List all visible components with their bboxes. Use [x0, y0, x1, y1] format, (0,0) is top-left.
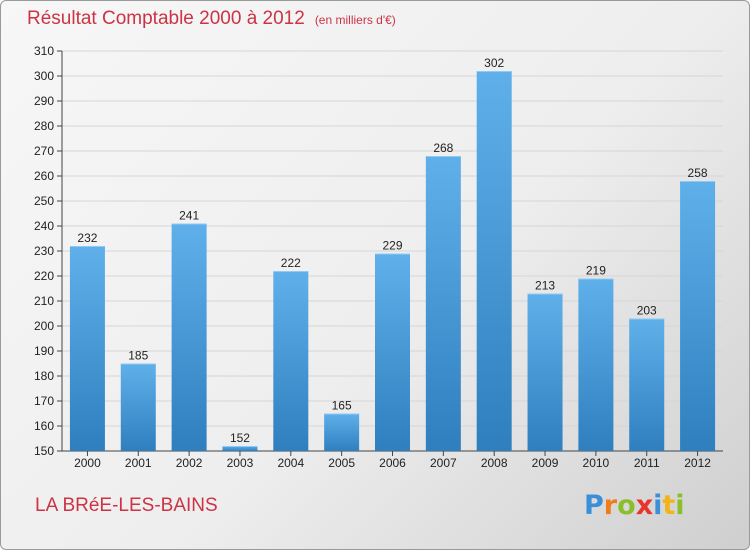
x-tick-label: 2006	[379, 456, 406, 470]
x-tick-label: 2011	[634, 456, 660, 470]
bar	[476, 71, 512, 451]
bar	[680, 181, 716, 451]
logo-letter: t	[662, 490, 676, 521]
y-tick-label: 300	[34, 69, 54, 83]
y-tick-label: 290	[34, 94, 54, 108]
y-tick-label: 310	[34, 44, 54, 58]
chart-title: Résultat Comptable 2000 à 2012 (en millie…	[27, 8, 396, 30]
bar	[69, 246, 105, 451]
x-tick-label: 2010	[583, 456, 610, 470]
x-tick-label: 2003	[227, 456, 254, 470]
bar-value-label: 232	[77, 231, 97, 245]
y-tick-label: 210	[34, 294, 54, 308]
logo-letter: r	[603, 490, 618, 521]
chart-subtitle: (en milliers d'€)	[314, 13, 396, 27]
logo-letter: i	[653, 490, 663, 521]
bar	[527, 293, 563, 451]
bar	[578, 278, 614, 451]
bar-value-label: 203	[637, 304, 657, 318]
y-tick-label: 260	[34, 169, 54, 183]
bar	[171, 223, 207, 451]
bar	[629, 318, 665, 451]
y-tick-label: 150	[34, 444, 54, 458]
x-tick-label: 2000	[74, 456, 101, 470]
x-tick-label: 2002	[176, 456, 203, 470]
proxiti-logo[interactable]: Proxiti	[584, 490, 685, 521]
logo-letter: P	[584, 490, 604, 521]
bar-value-label: 302	[484, 56, 504, 70]
bar	[273, 271, 309, 451]
logo-letter: i	[675, 490, 685, 521]
x-tick-label: 2007	[430, 456, 457, 470]
value-labels: 232 185 241 152 222 165 229 268 302 213 219 203 258	[77, 56, 708, 445]
bar	[375, 253, 410, 451]
x-tick-label: 2001	[125, 456, 152, 470]
bar-value-label: 229	[382, 239, 402, 253]
y-tick-label: 240	[34, 219, 54, 233]
bar	[425, 156, 461, 451]
y-tick-label: 160	[34, 419, 54, 433]
bar	[120, 363, 156, 451]
bar-value-label: 219	[586, 264, 606, 278]
y-tick-label: 170	[34, 394, 54, 408]
chart-title-text: Résultat Comptable 2000 à 2012	[27, 8, 305, 29]
logo-letter: x	[635, 490, 654, 521]
y-tick-label: 280	[34, 119, 54, 133]
bar	[324, 413, 360, 451]
bar-value-label: 165	[332, 399, 352, 413]
bars	[69, 71, 716, 451]
y-tick-label: 250	[34, 194, 54, 208]
bar-value-label: 152	[230, 431, 250, 445]
commune-name: LA BRéE-LES-BAINS	[35, 495, 218, 516]
y-tick-label: 190	[34, 344, 54, 358]
y-tick-label: 270	[34, 144, 54, 158]
x-tick-label: 2005	[328, 456, 355, 470]
x-tick-label: 2008	[481, 456, 508, 470]
y-tick-label: 230	[34, 244, 54, 258]
bar-value-label: 185	[128, 349, 148, 363]
logo-letter: o	[617, 490, 636, 521]
bar	[222, 446, 258, 451]
bar-value-label: 258	[688, 166, 708, 180]
x-tick-label: 2009	[532, 456, 559, 470]
y-tick-label: 220	[34, 269, 54, 283]
bar-value-label: 213	[535, 279, 555, 293]
bar-value-label: 268	[433, 141, 453, 155]
y-tick-label: 180	[34, 369, 54, 383]
tick-labels: 150 160 170 180 190 200 210 220 230 240 250 260 270 2…	[34, 44, 711, 470]
x-tick-label: 2012	[684, 456, 711, 470]
y-tick-label: 200	[34, 319, 54, 333]
bar-value-label: 241	[179, 209, 199, 223]
bar-value-label: 222	[281, 256, 301, 270]
x-tick-label: 2004	[277, 456, 304, 470]
